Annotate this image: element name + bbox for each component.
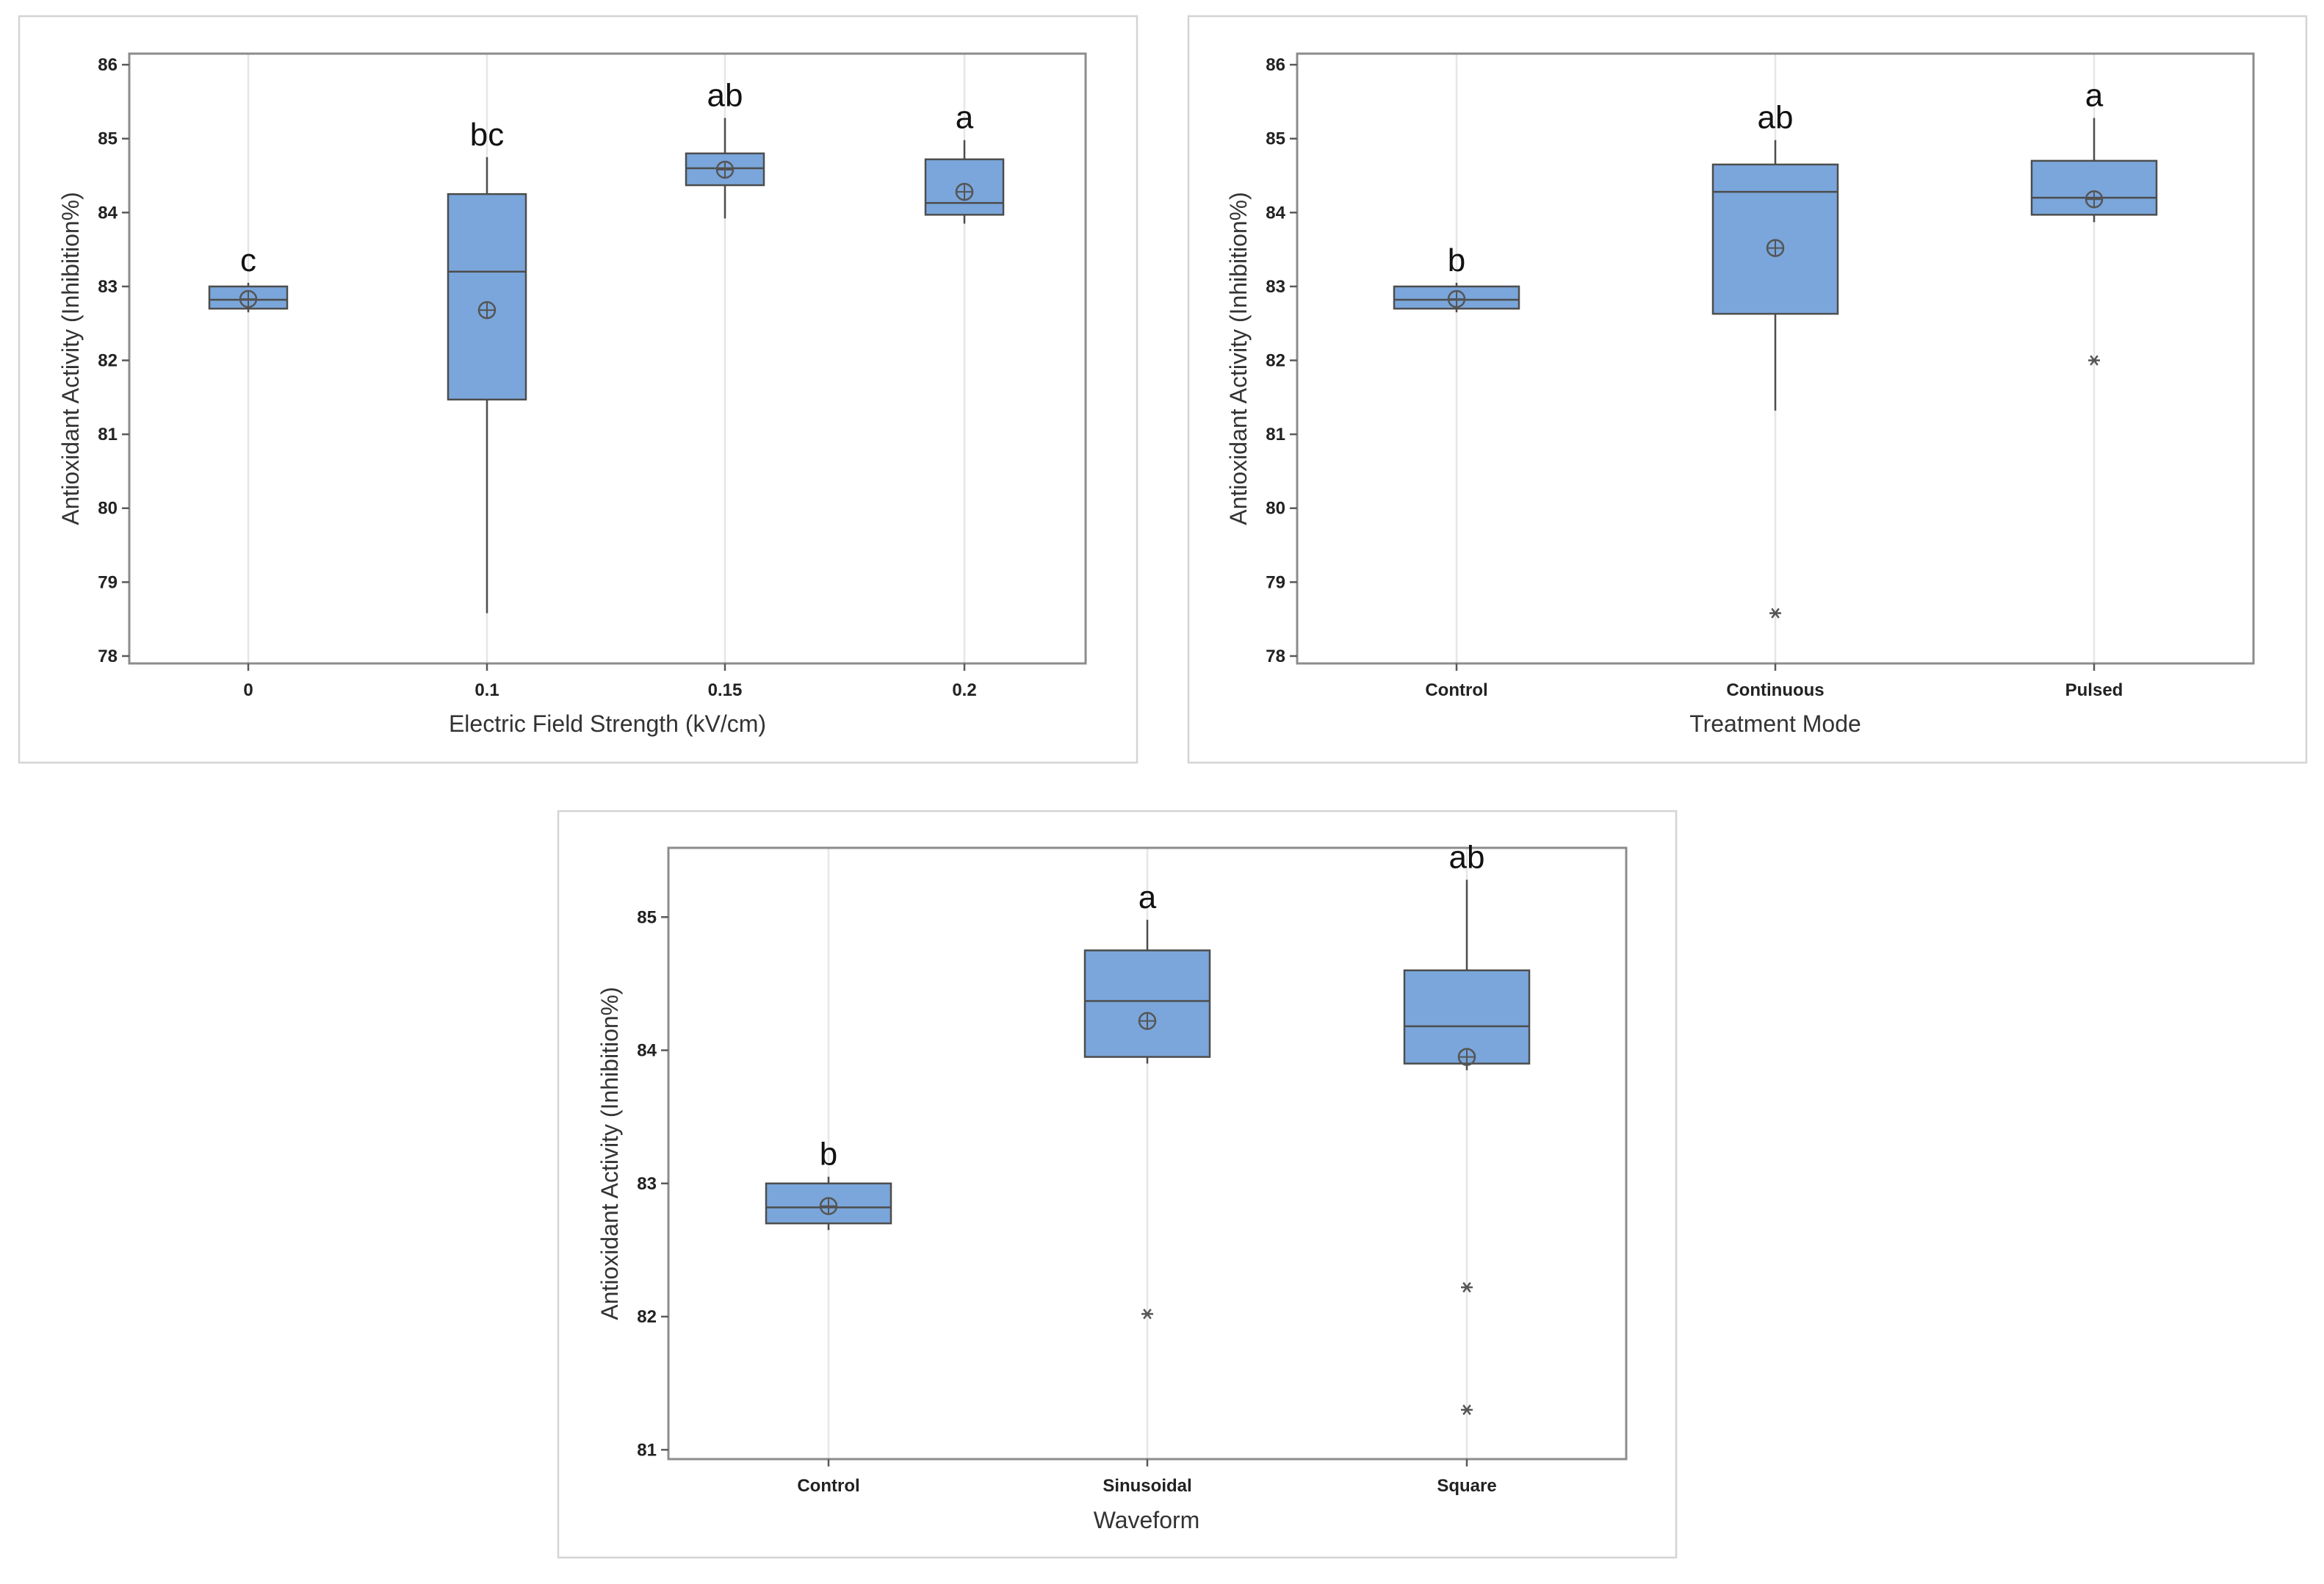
panel-electric-field: 78 79 80 81 82 83 84 85 86 0 0.1 0.15 0.2 c bc ab a El…	[18, 15, 1138, 764]
y-tick-label: 84	[98, 203, 118, 223]
x-tick-label: Square	[1437, 1476, 1496, 1496]
significance-letter: bc	[470, 117, 504, 153]
x-tick-label: 0.15	[708, 680, 743, 700]
y-axis: 78 79 80 81 82 83 84 85 86	[98, 55, 129, 666]
y-tick-label: 84	[1266, 203, 1285, 223]
y-tick-label: 83	[1266, 277, 1285, 297]
significance-letter: ab	[1449, 840, 1485, 876]
x-tick-label: 0.2	[952, 680, 976, 700]
x-tick-label: 0.1	[474, 680, 499, 700]
box-iqr	[1083, 949, 1211, 1058]
y-tick-label: 80	[1266, 499, 1285, 519]
significance-letter: b	[1448, 242, 1465, 278]
significance-letter: a	[956, 100, 974, 136]
x-axis: Control Sinusoidal Square	[797, 1459, 1497, 1496]
box-group: a	[924, 100, 1005, 224]
y-tick-label: 85	[98, 129, 118, 149]
x-tick-label: Control	[797, 1476, 859, 1496]
outlier-point	[1461, 1282, 1473, 1293]
x-axis-title: Waveform	[1094, 1507, 1200, 1533]
x-axis-title: Treatment Mode	[1689, 710, 1861, 737]
x-tick-label: Sinusoidal	[1103, 1476, 1191, 1496]
significance-letter: ab	[1758, 100, 1794, 136]
outlier-stroke	[1462, 1282, 1471, 1293]
y-tick-label: 82	[637, 1307, 657, 1327]
x-tick-label: 0	[243, 680, 253, 700]
outlier-point	[2088, 355, 2100, 366]
y-tick-label: 78	[98, 647, 118, 666]
panel-treatment-mode: 78 79 80 81 82 83 84 85 86 Control Continuous Puls…	[1187, 15, 2308, 764]
y-tick-label: 83	[98, 277, 118, 297]
y-axis-title: Antioxidant Activity (Inhibition%)	[596, 987, 623, 1320]
outlier-stroke	[2090, 355, 2099, 366]
box-group: ab	[685, 78, 765, 219]
box-series: b ab a	[1393, 78, 2158, 619]
outlier-stroke	[1143, 1308, 1152, 1320]
y-tick-label: 86	[1266, 55, 1285, 75]
significance-letter: a	[2085, 78, 2104, 114]
box-group: b	[765, 1137, 892, 1231]
x-tick-label: Continuous	[1726, 680, 1824, 700]
x-axis-title: Electric Field Strength (kV/cm)	[449, 710, 766, 737]
panel-frame	[557, 810, 1678, 1559]
y-tick-label: 81	[637, 1440, 657, 1460]
outlier-point	[1769, 608, 1781, 619]
x-tick-label: Control	[1425, 680, 1487, 700]
significance-letter: ab	[707, 78, 743, 114]
panel-frame	[1187, 15, 2308, 764]
y-tick-label: 80	[98, 499, 118, 519]
box-group: a	[1083, 879, 1211, 1320]
y-tick-label: 86	[98, 55, 118, 75]
y-tick-label: 82	[98, 351, 118, 371]
y-tick-label: 84	[637, 1041, 657, 1061]
y-tick-label: 78	[1266, 647, 1285, 666]
significance-letter: a	[1138, 879, 1157, 915]
plot-area-border	[128, 52, 1087, 665]
y-axis-title: Antioxidant Activity (Inhibition%)	[57, 192, 84, 525]
panel-frame	[18, 15, 1138, 764]
y-tick-label: 83	[637, 1174, 657, 1194]
y-tick-label: 79	[98, 572, 118, 592]
box-group: c	[208, 242, 289, 313]
x-tick-label: Pulsed	[2065, 680, 2123, 700]
box-group: bc	[447, 117, 527, 613]
outlier-stroke	[1462, 1404, 1471, 1416]
y-axis: 78 79 80 81 82 83 84 85 86	[1266, 55, 1297, 666]
x-axis: Control Continuous Pulsed	[1425, 663, 2123, 700]
box-group: a	[2030, 78, 2158, 366]
y-tick-label: 81	[98, 425, 118, 444]
significance-letter: c	[240, 242, 256, 278]
box-group: ab	[1403, 840, 1531, 1416]
outlier-point	[1461, 1404, 1473, 1416]
y-tick-label: 82	[1266, 351, 1285, 371]
y-tick-label: 85	[1266, 129, 1285, 149]
y-tick-label: 85	[637, 907, 657, 927]
box-iqr	[2030, 159, 2158, 216]
box-series: c bc ab a	[208, 78, 1005, 613]
box-group: ab	[1711, 100, 1839, 619]
box-group: b	[1393, 242, 1520, 313]
x-axis: 0 0.1 0.15 0.2	[243, 663, 977, 700]
box-series: b a ab	[765, 840, 1531, 1416]
outlier-stroke	[1771, 608, 1780, 619]
box-iqr	[447, 192, 527, 401]
y-tick-label: 81	[1266, 425, 1285, 444]
y-axis-title: Antioxidant Activity (Inhibition%)	[1225, 192, 1252, 525]
outlier-point	[1141, 1308, 1153, 1320]
y-axis: 81 82 83 84 85	[637, 907, 668, 1460]
y-tick-label: 79	[1266, 572, 1285, 592]
significance-letter: b	[820, 1137, 837, 1173]
